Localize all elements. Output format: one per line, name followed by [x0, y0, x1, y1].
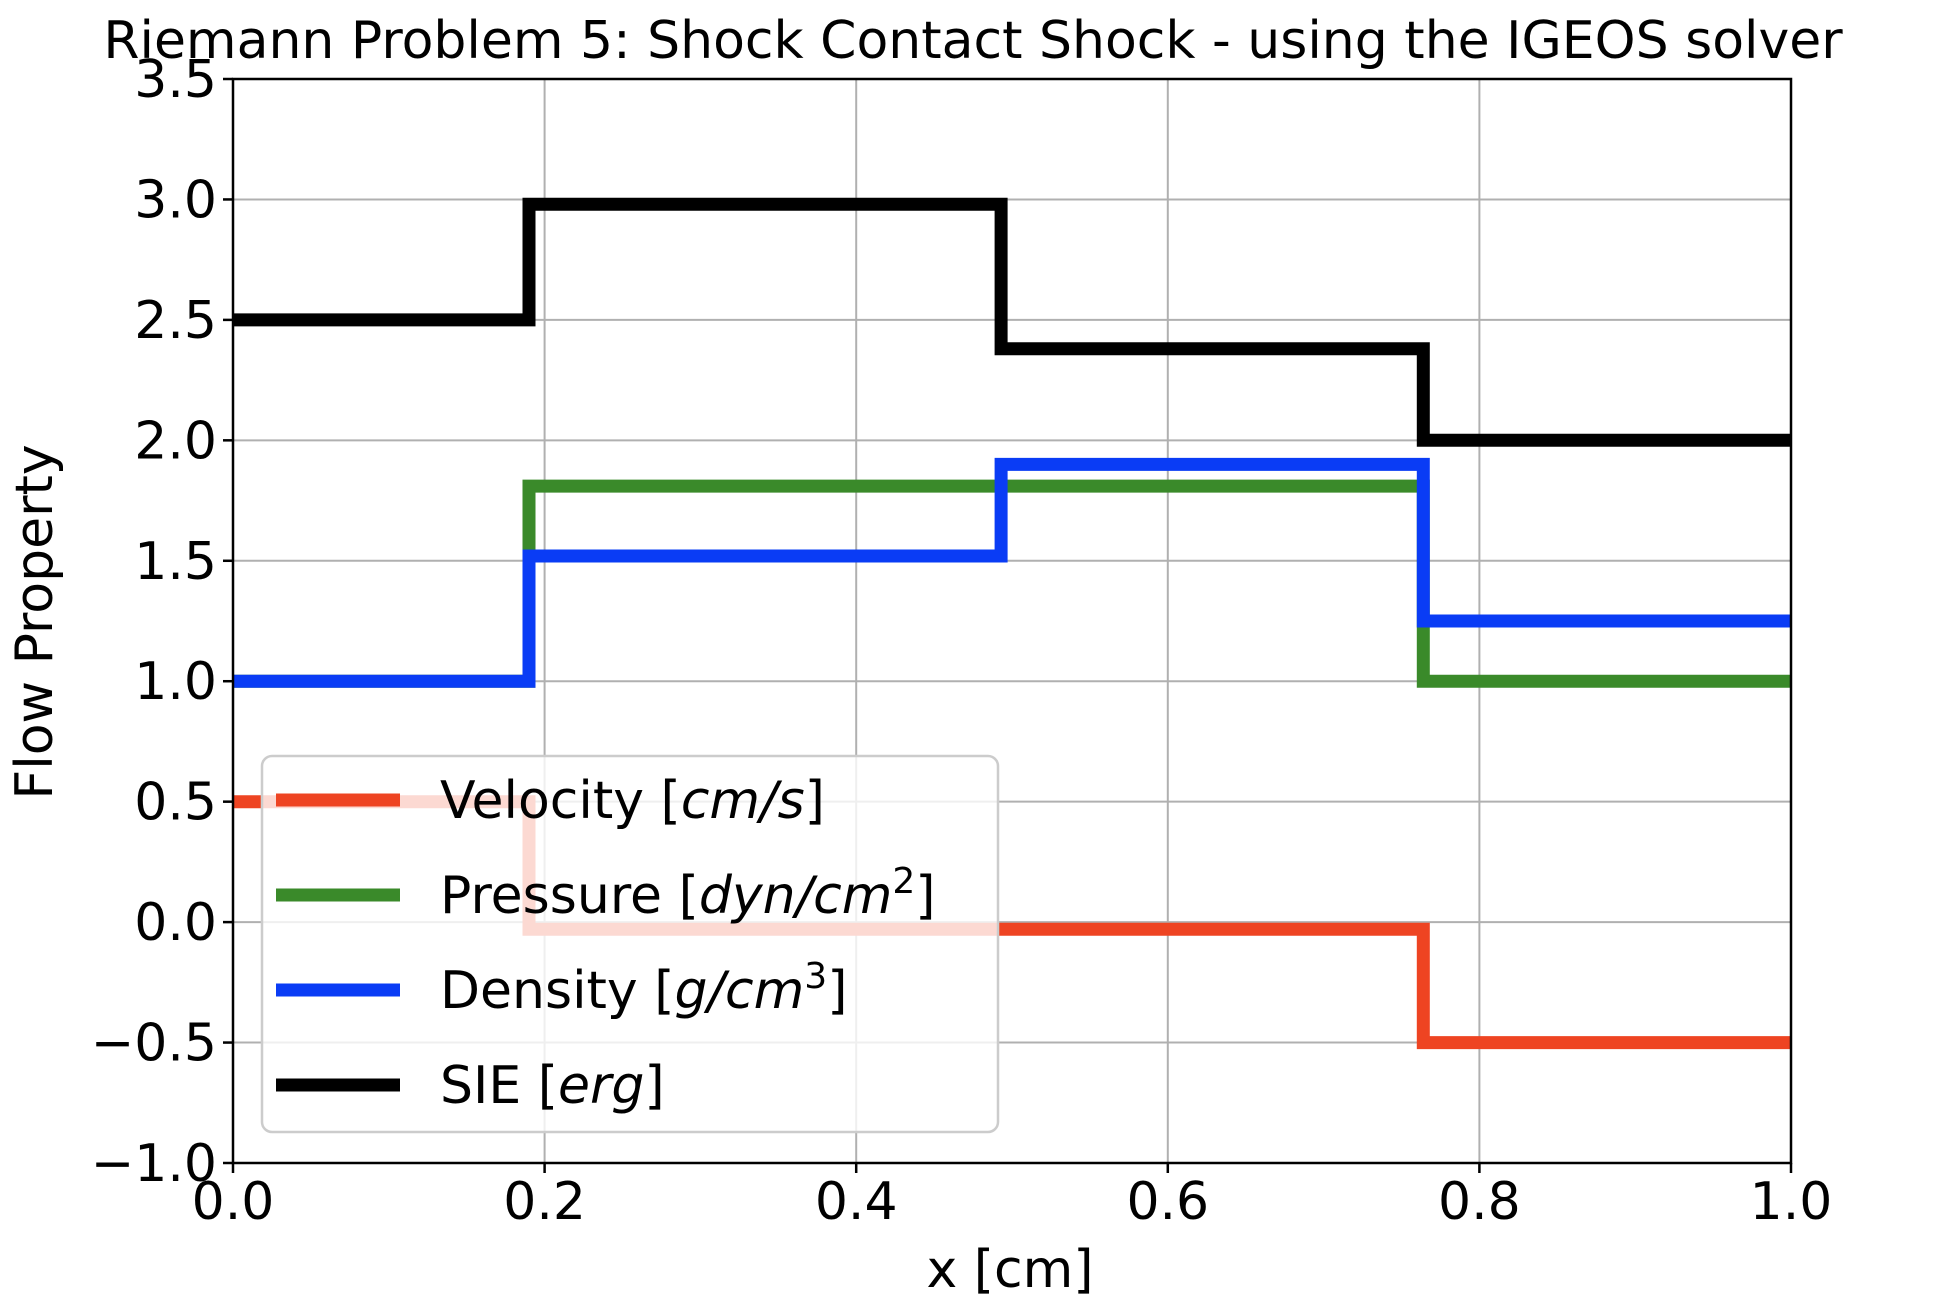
legend-label-density: Density [g/cm3]	[440, 956, 848, 1022]
series-line-density	[233, 457, 1791, 688]
x-tick-label: 0.0	[192, 1172, 275, 1232]
x-tick-label: 0.2	[503, 1172, 586, 1232]
y-axis-label: Flow Property	[5, 444, 65, 799]
plot-frame	[231, 77, 1793, 1165]
x-tick-label: 0.8	[1438, 1172, 1521, 1232]
x-tick-label: 0.6	[1126, 1172, 1209, 1232]
x-tick-label: 1.0	[1750, 1172, 1833, 1232]
legend-label-pressure: Pressure [dyn/cm2]	[440, 861, 936, 927]
y-tick-label: 3.5	[134, 50, 217, 110]
y-tick-label: 0.5	[134, 773, 217, 833]
y-tick-label: −1.0	[91, 1134, 217, 1194]
x-tick-label: 0.4	[815, 1172, 898, 1232]
legend: Velocity [cm/s] Pressure [dyn/cm2] Density…	[260, 754, 1000, 1134]
axis-ticks: 0.0 0.2 0.4 0.6 0.8 1.0 −1.0 −0.5 0.0 0.5 1.0 1.5 2.…	[91, 50, 1833, 1232]
y-tick-label: 1.5	[134, 532, 217, 592]
x-axis-label: x [cm]	[926, 1240, 1093, 1300]
legend-label-sie: SIE [erg]	[440, 1056, 665, 1116]
y-tick-label: 3.0	[134, 170, 217, 230]
y-tick-label: −0.5	[91, 1014, 217, 1074]
legend-label-velocity: Velocity [cm/s]	[440, 771, 825, 831]
series-line-pressure	[233, 479, 1791, 688]
series-line-sie	[233, 197, 1791, 447]
y-tick-label: 0.0	[134, 893, 217, 953]
legend-box	[260, 754, 1000, 1134]
y-tick-label: 1.0	[134, 652, 217, 712]
chart-title: Riemann Problem 5: Shock Contact Shock -…	[103, 11, 1843, 71]
y-tick-label: 2.5	[134, 291, 217, 351]
y-tick-label: 2.0	[134, 411, 217, 471]
